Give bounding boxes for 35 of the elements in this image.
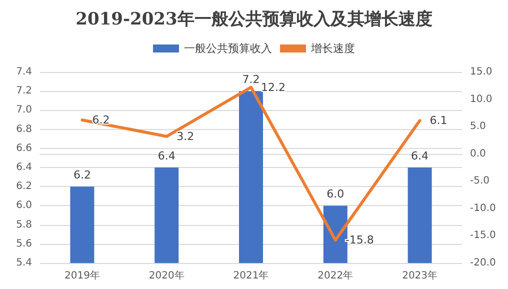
data-label: 12.2 xyxy=(261,80,286,94)
data-label: 6.1 xyxy=(430,114,448,128)
y-tick-label: 7.2 xyxy=(16,86,32,97)
x-tick-label: 2022年 xyxy=(318,270,354,282)
y2-tick-label: -15.0 xyxy=(470,230,496,242)
legend-label: 一般公共预算收入 xyxy=(184,42,272,55)
y-tick-label: 6.2 xyxy=(16,181,32,192)
x-tick-label: 2021年 xyxy=(233,270,269,282)
y2-tick-label: -5.0 xyxy=(470,176,490,187)
x-tick-label: 2019年 xyxy=(64,270,100,282)
data-label: 6.2 xyxy=(73,168,91,182)
y2-tick-label: -20.0 xyxy=(470,258,496,268)
data-label: 6.0 xyxy=(326,188,344,201)
data-label: 6.4 xyxy=(158,150,176,162)
x-tick-label: 2020年 xyxy=(148,270,184,282)
chart-title: 2019-2023年一般公共预算收入及其增长速度 xyxy=(76,10,432,30)
data-label: 3.2 xyxy=(176,130,194,143)
y2-tick-label: 5.0 xyxy=(470,121,486,132)
y-tick-label: 5.8 xyxy=(16,219,32,230)
y2-tick-label: 0.0 xyxy=(470,148,486,160)
y-tick-label: 5.6 xyxy=(16,238,32,250)
y2-tick-label: 10.0 xyxy=(470,94,492,105)
y2-tick-label: -10.0 xyxy=(470,202,496,214)
y2-tick-label: 15.0 xyxy=(470,66,492,78)
y-tick-label: 6.4 xyxy=(16,162,32,173)
data-label: 6.4 xyxy=(411,150,429,162)
legend-label: 增长速度 xyxy=(310,42,355,55)
y-tick-label: 6.6 xyxy=(16,142,32,154)
y-tick-label: 6.8 xyxy=(16,124,32,135)
y-tick-label: 7.4 xyxy=(16,66,32,78)
y-tick-label: 5.4 xyxy=(16,258,32,268)
x-tick-label: 2023年 xyxy=(402,270,438,282)
y-tick-label: 7.0 xyxy=(16,104,32,116)
y-tick-label: 6.0 xyxy=(16,200,32,212)
data-label: 7.2 xyxy=(242,73,260,86)
